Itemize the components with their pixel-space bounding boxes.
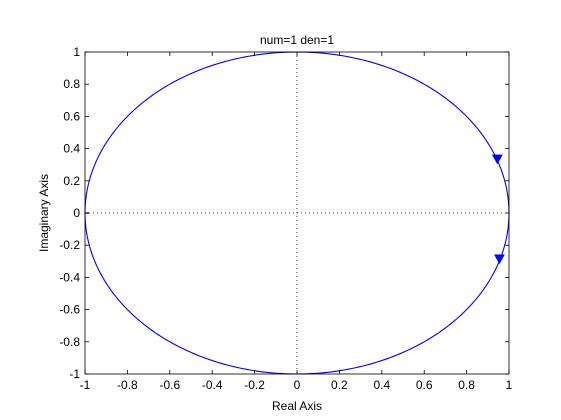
x-tick-label: 0.6 bbox=[416, 378, 433, 392]
y-tick-label: -0.2 bbox=[59, 238, 80, 252]
y-tick-label: 0.8 bbox=[63, 77, 80, 91]
direction-arrow bbox=[494, 254, 505, 265]
y-tick-label: 0.2 bbox=[63, 174, 80, 188]
x-tick-label: 0.2 bbox=[331, 378, 348, 392]
direction-arrow bbox=[491, 154, 503, 165]
x-tick-label: -0.2 bbox=[244, 378, 265, 392]
x-tick-label: 0 bbox=[294, 378, 301, 392]
x-tick-label: 0.8 bbox=[458, 378, 475, 392]
zero-lines bbox=[85, 52, 509, 374]
chart-title: num=1 den=1 bbox=[260, 33, 334, 47]
y-tick-label: 0 bbox=[73, 206, 80, 220]
y-tick-label: -1 bbox=[69, 367, 80, 381]
x-tick-label: -1 bbox=[80, 378, 91, 392]
x-tick-label: -0.4 bbox=[202, 378, 223, 392]
y-tick-label: 0.6 bbox=[63, 109, 80, 123]
y-tick-label: 0.4 bbox=[63, 142, 80, 156]
y-axis-label: Imaginary Axis bbox=[37, 174, 51, 252]
x-tick-label: -0.6 bbox=[159, 378, 180, 392]
y-tick-label: -0.4 bbox=[59, 270, 80, 284]
x-tick-label: 1 bbox=[506, 378, 513, 392]
y-tick-group: -1 -0.8 -0.6 -0.4 -0.2 0 0.2 0.4 0.6 0.8 1 bbox=[59, 45, 509, 381]
y-tick-label: -0.8 bbox=[59, 335, 80, 349]
y-tick-label: 1 bbox=[73, 45, 80, 59]
y-tick-label: -0.6 bbox=[59, 303, 80, 317]
x-tick-group: -1 -0.8 -0.6 -0.4 -0.2 0 0.2 0.4 0.6 0.8 1 bbox=[80, 52, 513, 392]
x-tick-label: 0.4 bbox=[373, 378, 390, 392]
x-tick-label: -0.8 bbox=[117, 378, 138, 392]
x-axis-label: Real Axis bbox=[272, 399, 322, 413]
